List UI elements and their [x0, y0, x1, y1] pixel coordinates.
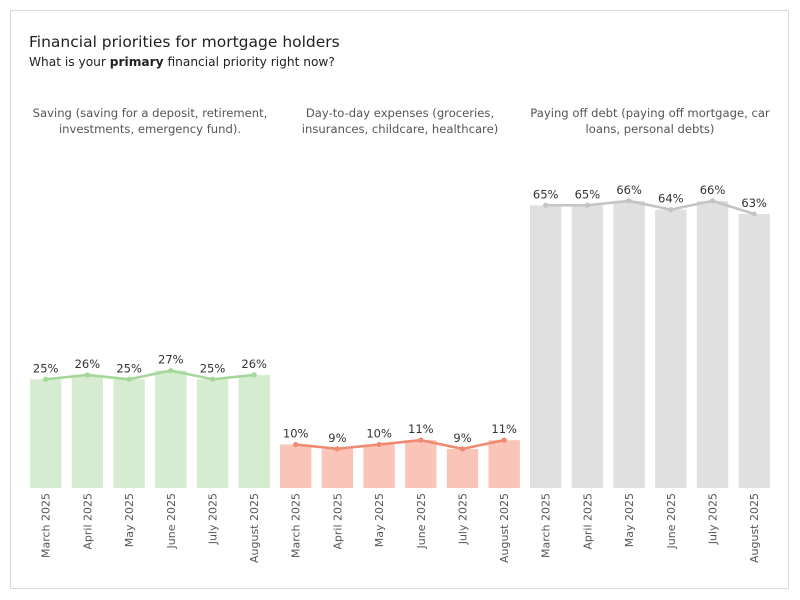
x-tick-saving-0: March 2025 [40, 493, 53, 558]
data-label-expenses-2: 10% [366, 427, 392, 441]
x-tick-debt-0: March 2025 [540, 493, 553, 558]
point-saving-1 [84, 372, 90, 378]
point-debt-5 [751, 211, 757, 217]
line-expenses [295, 438, 505, 451]
bar-debt-3 [655, 209, 687, 488]
x-tick-expenses-2: May 2025 [373, 493, 386, 547]
bar-saving-1 [71, 374, 104, 488]
data-label-debt-3: 64% [658, 192, 684, 206]
point-debt-1 [584, 202, 591, 208]
data-label-saving-2: 25% [116, 361, 142, 375]
data-label-expenses-1: 9% [328, 431, 346, 445]
data-label-saving-1: 26% [75, 357, 101, 371]
data-label-expenses-5: 11% [491, 422, 517, 436]
point-expenses-4 [459, 446, 466, 452]
point-saving-4 [209, 376, 216, 382]
x-tick-debt-1: April 2025 [581, 493, 594, 550]
point-debt-0 [543, 202, 549, 208]
x-tick-expenses-4: July 2025 [457, 493, 470, 545]
data-label-saving-5: 26% [241, 357, 267, 371]
chart-subtitle: What is your primary financial priority … [29, 55, 335, 69]
x-tick-debt-4: July 2025 [707, 493, 720, 545]
chart-frame [10, 10, 789, 589]
point-expenses-1 [334, 446, 340, 452]
line-saving [45, 369, 255, 381]
point-expenses-2 [376, 441, 382, 448]
point-saving-2 [126, 376, 132, 382]
point-saving-5 [251, 372, 257, 378]
point-expenses-0 [293, 441, 299, 448]
x-tick-expenses-3: June 2025 [415, 493, 428, 549]
x-tick-saving-4: July 2025 [207, 493, 220, 545]
bar-expenses-2 [363, 444, 395, 488]
bar-expenses-0 [280, 444, 312, 488]
data-label-debt-5: 63% [741, 196, 767, 210]
subtitle-bold: primary [109, 55, 164, 69]
point-debt-4 [709, 198, 716, 204]
point-debt-2 [626, 198, 632, 204]
panel-label-debt: Paying off debt (paying off mortgage, ca… [530, 106, 770, 136]
x-tick-saving-2: May 2025 [123, 493, 136, 547]
point-debt-3 [668, 207, 674, 213]
panel-label-saving: Saving (saving for a deposit, retirement… [32, 106, 268, 136]
line-debt [545, 199, 755, 216]
data-label-saving-4: 25% [200, 361, 226, 375]
data-label-saving-0: 25% [33, 361, 59, 375]
bar-debt-2 [613, 200, 645, 488]
bar-debt-1 [571, 205, 604, 488]
x-tick-expenses-5: August 2025 [498, 493, 511, 563]
bar-saving-3 [155, 370, 187, 488]
data-label-expenses-3: 11% [408, 422, 434, 436]
subtitle-suffix: financial priority right now? [163, 55, 335, 69]
data-label-debt-0: 65% [533, 187, 559, 201]
bar-saving-0 [30, 379, 62, 488]
x-tick-saving-1: April 2025 [81, 493, 94, 550]
point-saving-3 [168, 367, 174, 374]
bar-expenses-1 [321, 448, 354, 488]
point-expenses-3 [418, 437, 424, 443]
data-label-saving-3: 27% [158, 353, 184, 367]
bar-saving-5 [238, 374, 270, 488]
bar-expenses-5 [488, 440, 520, 488]
panel-label-expenses: Day-to-day expenses (groceries, insuranc… [301, 106, 499, 136]
subtitle-prefix: What is your [29, 55, 110, 69]
bar-saving-4 [196, 379, 229, 488]
point-expenses-5 [501, 437, 507, 443]
data-label-debt-2: 66% [616, 183, 642, 197]
x-tick-saving-5: August 2025 [248, 493, 261, 563]
x-tick-debt-2: May 2025 [623, 493, 636, 547]
data-label-debt-1: 65% [575, 187, 601, 201]
data-label-expenses-0: 10% [283, 427, 309, 441]
bar-expenses-4 [446, 448, 479, 488]
bar-expenses-3 [405, 440, 437, 488]
chart-title: Financial priorities for mortgage holder… [29, 33, 340, 51]
x-tick-expenses-0: March 2025 [290, 493, 303, 558]
bar-debt-0 [530, 205, 562, 488]
bar-saving-2 [113, 379, 145, 488]
bar-debt-4 [696, 200, 729, 488]
x-tick-debt-3: June 2025 [665, 493, 678, 549]
x-tick-debt-5: August 2025 [748, 493, 761, 563]
bar-debt-5 [738, 213, 770, 488]
data-label-debt-4: 66% [700, 183, 726, 197]
x-tick-expenses-1: April 2025 [331, 493, 344, 550]
point-saving-0 [43, 376, 49, 382]
x-tick-saving-3: June 2025 [165, 493, 178, 549]
data-label-expenses-4: 9% [453, 431, 471, 445]
